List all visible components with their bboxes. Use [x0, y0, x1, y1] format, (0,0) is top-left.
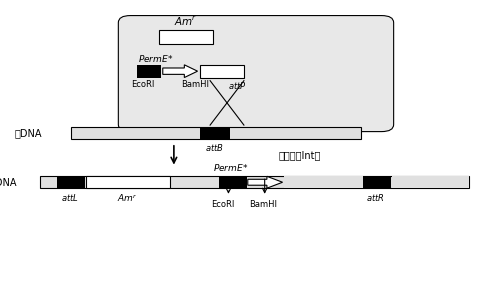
Bar	[137, 65, 161, 78]
Text: $PermE$*: $PermE$*	[213, 162, 249, 173]
Text: $att$R: $att$R	[367, 192, 385, 203]
Text: 总DNA: 总DNA	[15, 128, 43, 139]
Text: Am$^r$: Am$^r$	[174, 15, 198, 28]
Text: EcoRI: EcoRI	[131, 80, 155, 89]
Bar	[363, 176, 391, 188]
Bar	[71, 127, 361, 139]
Text: $att$P: $att$P	[228, 80, 247, 91]
Bar	[159, 30, 213, 44]
FancyBboxPatch shape	[118, 16, 394, 132]
Text: EcoRI: EcoRI	[212, 200, 235, 209]
Polygon shape	[163, 65, 198, 78]
Text: 总DNA: 总DNA	[0, 177, 17, 188]
Bar	[40, 176, 469, 188]
Text: BamHI: BamHI	[181, 80, 209, 89]
Text: $PermE$*: $PermE$*	[138, 53, 173, 64]
Bar	[392, 176, 469, 188]
Bar	[86, 176, 170, 188]
Text: Am$^r$: Am$^r$	[117, 192, 137, 203]
Bar	[200, 127, 230, 139]
Text: 整合酶（Int）: 整合酶（Int）	[278, 150, 321, 160]
Bar	[284, 176, 363, 188]
Polygon shape	[248, 176, 283, 188]
Text: $att$L: $att$L	[61, 192, 79, 203]
Text: BamHI: BamHI	[249, 200, 277, 209]
Bar	[219, 176, 247, 188]
Bar	[57, 176, 85, 188]
Bar	[200, 65, 244, 78]
Text: $att$B: $att$B	[205, 142, 225, 153]
